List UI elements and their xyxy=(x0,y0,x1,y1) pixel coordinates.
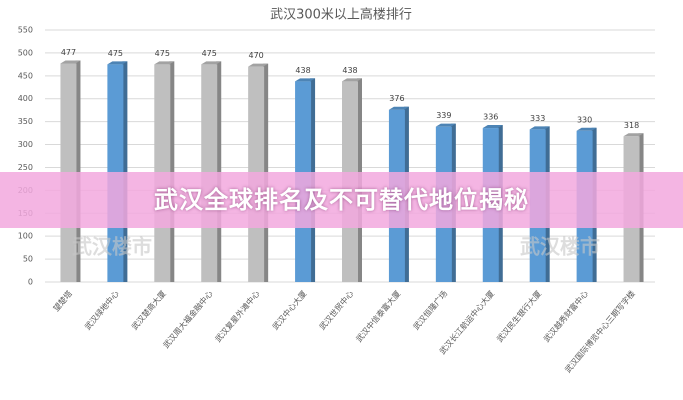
bar-top xyxy=(388,106,409,110)
y-tick-label: 450 xyxy=(18,71,33,80)
bar-top xyxy=(295,78,316,82)
y-tick-label: 100 xyxy=(18,232,33,241)
y-tick-label: 550 xyxy=(18,26,33,35)
x-tick-label: 武汉楚商大厦 xyxy=(129,288,168,331)
x-tick-label: 武汉恒隆广场 xyxy=(411,288,450,331)
value-label: 339 xyxy=(436,111,451,120)
bar-top xyxy=(482,125,503,129)
x-tick-label: 武汉中心大厦 xyxy=(270,288,309,331)
y-tick-label: 50 xyxy=(23,255,33,264)
value-label: 333 xyxy=(530,114,545,123)
y-tick-label: 300 xyxy=(18,140,33,149)
x-tick-label: 武汉中信泰富大厦 xyxy=(354,288,403,343)
value-label: 330 xyxy=(577,115,592,124)
bar-top xyxy=(201,61,222,65)
value-label: 336 xyxy=(483,113,498,122)
x-tick-label: 武汉复星外滩中心 xyxy=(213,288,262,343)
y-tick-label: 0 xyxy=(28,278,33,287)
y-tick-label: 500 xyxy=(18,48,33,57)
x-tick-label: 望楚塔 xyxy=(51,288,74,313)
y-tick-label: 250 xyxy=(18,163,33,172)
watermark: 武汉楼市 xyxy=(72,235,152,259)
bar-top xyxy=(60,60,81,64)
bar-side xyxy=(216,61,222,283)
x-tick-label: 武汉越秀财富中心 xyxy=(541,288,590,343)
banner: 武汉全球排名及不可替代地位揭秘 xyxy=(0,172,683,228)
bar-top xyxy=(623,133,644,137)
bar-top xyxy=(107,61,128,65)
value-label: 376 xyxy=(389,94,404,103)
bar-top xyxy=(248,63,269,67)
bar-top xyxy=(529,126,550,130)
bar-side xyxy=(122,61,128,283)
value-label: 475 xyxy=(108,49,123,58)
value-label: 475 xyxy=(155,49,170,58)
bar-top xyxy=(342,78,362,82)
bar-top xyxy=(154,61,175,65)
value-label: 438 xyxy=(342,66,357,75)
x-tick-label: 武汉绿地中心 xyxy=(82,288,121,331)
value-label: 477 xyxy=(61,48,76,57)
value-label: 438 xyxy=(295,66,310,75)
y-tick-label: 400 xyxy=(18,94,33,103)
value-label: 318 xyxy=(624,121,639,130)
value-label: 470 xyxy=(249,51,264,60)
bar-top xyxy=(435,123,456,127)
bar-side xyxy=(75,60,81,283)
value-label: 475 xyxy=(202,49,217,58)
chart-title: 武汉300米以上高楼排行 xyxy=(270,7,412,23)
x-tick-label: 武汉民生银行大厦 xyxy=(494,288,543,343)
watermark: 武汉楼市 xyxy=(520,235,600,259)
y-tick-label: 350 xyxy=(18,117,33,126)
x-tick-label: 武汉周大福金融中心 xyxy=(161,288,215,350)
x-tick-label: 武汉世贸中心 xyxy=(317,288,356,331)
bar-top xyxy=(576,127,597,131)
bar-side xyxy=(169,61,175,283)
